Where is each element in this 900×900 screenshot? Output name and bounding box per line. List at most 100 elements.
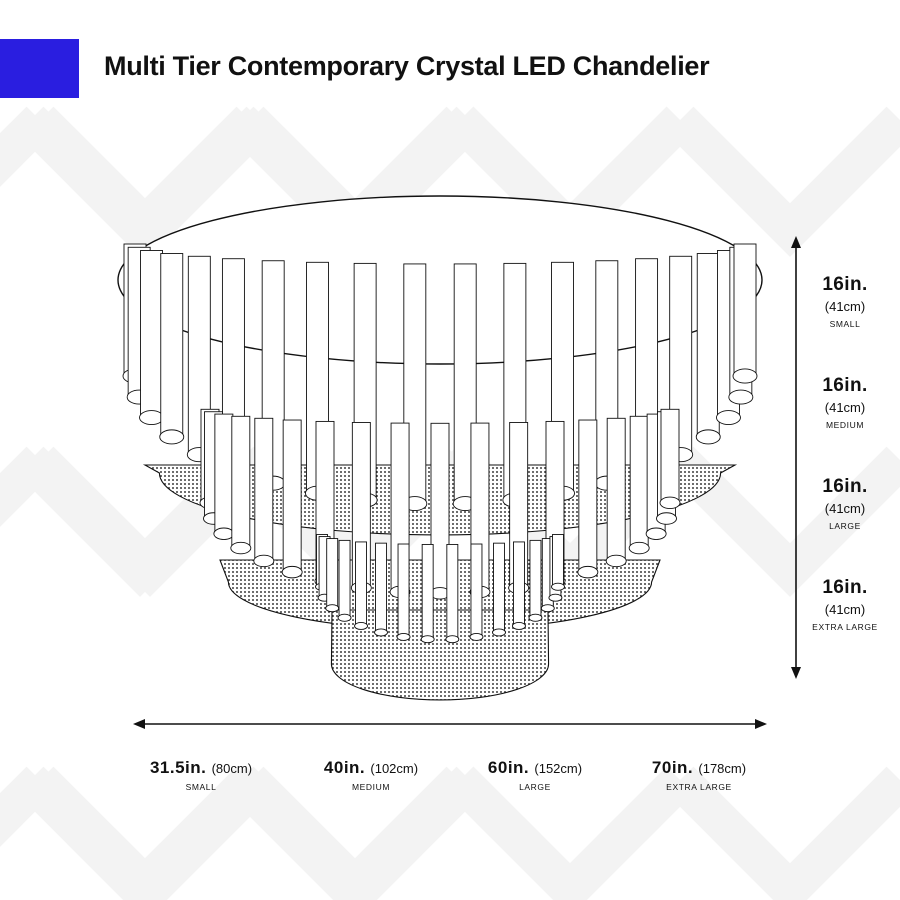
watermark-chevron bbox=[666, 106, 900, 257]
crystal-rod bbox=[421, 543, 434, 640]
size-label: MEDIUM bbox=[351, 782, 391, 792]
crystal-rod bbox=[231, 415, 251, 549]
crystal-rod-tip bbox=[492, 628, 506, 637]
crystal-rod-tip bbox=[374, 628, 388, 637]
watermark-chevron bbox=[0, 446, 54, 527]
crystal-rod bbox=[660, 408, 680, 504]
crystal-rod bbox=[578, 419, 598, 573]
crystal-rod bbox=[338, 539, 351, 619]
watermark-chevron bbox=[666, 766, 900, 900]
watermark-chevron bbox=[226, 766, 474, 900]
crystal-rod-tip bbox=[281, 565, 303, 579]
chandelier-drawing bbox=[117, 195, 763, 701]
size-label: EXTRA LARGE bbox=[812, 622, 878, 632]
height-value: 16in. bbox=[822, 577, 868, 598]
crystal-rod-tip bbox=[659, 496, 681, 510]
width-metric: (102cm) bbox=[370, 761, 419, 776]
crystal-rod-tip bbox=[716, 410, 741, 426]
width-value: 40in. bbox=[323, 758, 366, 777]
height-value: 16in. bbox=[822, 476, 868, 497]
crystal-rod-tip bbox=[159, 429, 185, 445]
crystal-rod bbox=[254, 417, 274, 562]
crystal-rod-tip bbox=[469, 632, 484, 641]
crystal-rod-tip bbox=[213, 527, 235, 540]
size-label: MEDIUM bbox=[825, 420, 865, 430]
width-dimension-medium: 40in. (102cm) MEDIUM bbox=[281, 758, 461, 792]
crystal-rod-tip bbox=[551, 582, 565, 591]
width-value: 60in. bbox=[487, 758, 530, 777]
height-dimension-extra-large: 16in. (41cm) EXTRA LARGE bbox=[800, 577, 890, 632]
brand-accent-block bbox=[0, 39, 79, 98]
height-dimension-medium: 16in. (41cm) MEDIUM bbox=[800, 375, 890, 430]
crystal-rod bbox=[326, 538, 339, 609]
crystal-rod bbox=[529, 539, 542, 619]
crystal-rod-tip bbox=[645, 527, 667, 540]
watermark-chevron bbox=[16, 106, 264, 257]
width-dimension-extra-large: 70in. (178cm) EXTRA LARGE bbox=[609, 758, 789, 792]
height-value: 16in. bbox=[822, 375, 868, 396]
page-title: Multi Tier Contemporary Crystal LED Chan… bbox=[104, 51, 710, 81]
watermark-chevron bbox=[0, 106, 54, 187]
crystal-rod bbox=[606, 417, 626, 562]
height-metric: (41cm) bbox=[824, 501, 866, 516]
crystal-rod-tip bbox=[420, 635, 435, 644]
size-label: LARGE bbox=[829, 521, 861, 531]
crystal-rod-tip bbox=[325, 604, 340, 613]
crystal-rod-tip bbox=[695, 429, 721, 445]
crystal-rod bbox=[446, 543, 459, 640]
watermark-chevron bbox=[16, 766, 264, 900]
width-value: 31.5in. bbox=[149, 758, 207, 777]
canopy-disk bbox=[117, 195, 763, 365]
width-dimension-small: 31.5in. (80cm) SMALL bbox=[111, 758, 291, 792]
width-metric: (152cm) bbox=[534, 761, 583, 776]
crystal-rod bbox=[629, 415, 649, 549]
crystal-rod-tip bbox=[605, 554, 627, 568]
watermark-chevron bbox=[666, 446, 900, 597]
height-dimension-small: 16in. (41cm) SMALL bbox=[800, 274, 890, 329]
height-value: 16in. bbox=[822, 274, 868, 295]
crystal-rod bbox=[733, 243, 757, 377]
size-label: EXTRA LARGE bbox=[666, 782, 732, 792]
crystal-rod bbox=[160, 253, 184, 438]
crystal-rod bbox=[493, 542, 505, 633]
width-dimension-large: 60in. (152cm) LARGE bbox=[445, 758, 625, 792]
height-dimension-large: 16in. (41cm) LARGE bbox=[800, 476, 890, 531]
crystal-rod-tip bbox=[253, 554, 275, 568]
width-metric: (80cm) bbox=[211, 761, 253, 776]
crystal-rod-tip bbox=[354, 621, 368, 630]
size-label: SMALL bbox=[829, 319, 861, 329]
height-metric: (41cm) bbox=[824, 400, 866, 415]
crystal-rod-tip bbox=[548, 593, 563, 602]
crystal-rod bbox=[355, 541, 367, 627]
crystal-rod bbox=[513, 541, 525, 627]
crystal-rod-tip bbox=[577, 565, 599, 579]
crystal-rod-tip bbox=[139, 410, 164, 426]
crystal-rod bbox=[397, 543, 410, 638]
crystal-rod-tip bbox=[396, 632, 411, 641]
crystal-rod bbox=[430, 422, 450, 594]
crystal-rod-tip bbox=[732, 368, 758, 384]
crystal-rod-tip bbox=[656, 512, 677, 525]
watermark-chevron bbox=[446, 766, 694, 900]
crystal-rod bbox=[375, 542, 387, 633]
height-metric: (41cm) bbox=[824, 299, 866, 314]
crystal-rod bbox=[470, 543, 483, 638]
crystal-rod-tip bbox=[728, 389, 754, 405]
crystal-rod-tip bbox=[528, 613, 543, 622]
width-value: 70in. bbox=[651, 758, 694, 777]
crystal-rod-tip bbox=[512, 621, 526, 630]
crystal-rod-tip bbox=[628, 541, 650, 555]
crystal-rod bbox=[696, 253, 720, 438]
crystal-rod-tip bbox=[230, 541, 252, 555]
width-metric: (178cm) bbox=[698, 761, 747, 776]
crystal-rod bbox=[282, 419, 302, 573]
size-label: SMALL bbox=[185, 782, 217, 792]
crystal-rod-tip bbox=[445, 635, 460, 644]
watermark-chevron bbox=[0, 766, 54, 847]
crystal-rod bbox=[552, 534, 564, 588]
crystal-rod bbox=[140, 250, 163, 419]
crystal-rod-tip bbox=[337, 613, 352, 622]
height-metric: (41cm) bbox=[824, 602, 866, 617]
crystal-rod-tip bbox=[540, 604, 555, 613]
crystal-rod bbox=[214, 413, 234, 535]
